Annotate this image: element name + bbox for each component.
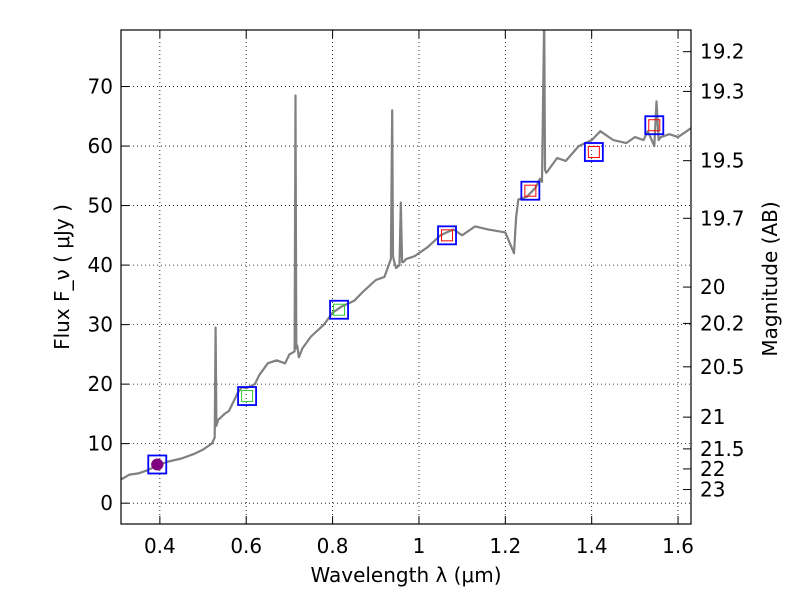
x-tick-label: 0.6	[230, 534, 262, 558]
photometry-box	[583, 142, 604, 162]
photometry-point	[241, 390, 254, 403]
y-tick-label: 0	[100, 491, 113, 515]
mag-tick-label: 22	[700, 457, 725, 481]
spectrum-line	[121, 30, 691, 481]
y-tick-label: 50	[88, 194, 113, 218]
x-tick-label: 1.6	[662, 534, 694, 558]
axis-ticks: 0.4 0.6 0.8 1 1.2 1.4 1.6 0 10 20 30 40 50 60 70 19.2 19…	[88, 30, 745, 558]
y-tick-label: 10	[88, 432, 113, 456]
y-tick-label: 40	[88, 253, 113, 277]
x-axis-label: Wavelength λ (μm)	[310, 563, 501, 587]
photometry-point	[441, 229, 454, 242]
x-tick-label: 0.8	[317, 534, 349, 558]
y-axis-label: Flux F_ν ( μJy )	[50, 204, 74, 350]
x-tick-label: 1	[413, 534, 426, 558]
mag-tick-label: 21	[700, 405, 725, 429]
photometry-box	[644, 115, 665, 136]
plot-frame	[120, 29, 692, 525]
y-tick-label: 30	[88, 313, 113, 337]
photometry-box	[520, 180, 541, 201]
photometry-point	[333, 303, 346, 316]
photometry-point	[524, 184, 537, 197]
mag-tick-label: 20	[700, 275, 725, 299]
photometry-markers	[147, 115, 665, 475]
photometry-box	[437, 225, 457, 246]
photometry-box	[237, 386, 257, 406]
y-tick-label: 60	[88, 134, 113, 158]
y-tick-label: 70	[88, 75, 113, 99]
mag-tick-label: 23	[700, 478, 725, 502]
mag-tick-label: 20.5	[700, 355, 745, 379]
photometry-box	[147, 454, 168, 475]
grid	[121, 30, 691, 524]
photometry-errorbar	[151, 462, 164, 467]
mag-tick-label: 19.2	[700, 40, 745, 64]
mag-tick-label: 19.3	[700, 79, 745, 103]
mag-tick-label: 20.2	[700, 311, 745, 335]
plot-area	[121, 30, 691, 481]
x-tick-label: 0.4	[144, 534, 176, 558]
mag-tick-label: 19.7	[700, 206, 745, 230]
mag-tick-label: 19.5	[700, 149, 745, 173]
y2-axis-label: Magnitude (AB)	[758, 201, 782, 356]
x-tick-label: 1.4	[576, 534, 608, 558]
photometry-point	[648, 119, 661, 132]
y-tick-label: 20	[88, 372, 113, 396]
mag-tick-label: 21.5	[700, 437, 745, 461]
x-tick-label: 1.2	[489, 534, 521, 558]
photometry-box	[329, 299, 349, 320]
photometry-point	[587, 146, 600, 159]
